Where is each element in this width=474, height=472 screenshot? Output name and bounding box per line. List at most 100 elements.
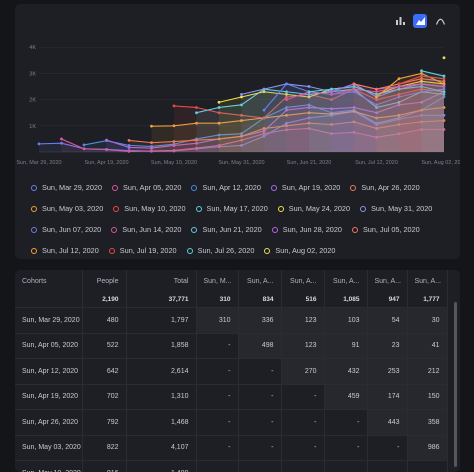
data-point <box>127 138 131 142</box>
data-point <box>420 87 423 91</box>
legend-item[interactable]: Sun, Mar 29, 2020 <box>31 180 102 195</box>
legend-swatch <box>277 205 284 212</box>
legend-item[interactable]: Sun, May 31, 2020 <box>360 201 432 216</box>
series-area-18 <box>421 70 444 152</box>
legend-item[interactable]: Sun, Jul 26, 2020 <box>186 243 254 258</box>
table-cell: 816 <box>82 460 127 472</box>
data-point <box>375 98 378 102</box>
data-point <box>262 116 266 120</box>
table-cell: - <box>196 333 239 359</box>
table-cell: 443 <box>367 409 408 436</box>
table-row[interactable]: Sun, Apr 26, 2020 792 1,468- - - -443 358 <box>15 409 448 436</box>
data-point <box>217 106 221 109</box>
legend-label: Sun, Apr 12, 2020 <box>202 183 261 192</box>
data-point <box>442 85 446 88</box>
data-point <box>375 121 378 125</box>
legend-item[interactable]: Sun, Apr 26, 2020 <box>350 180 420 195</box>
data-point <box>285 124 288 128</box>
table-cell: - <box>281 460 325 472</box>
legend-item[interactable]: Sun, Jul 05, 2020 <box>351 222 420 237</box>
legend-item[interactable]: Sun, Jun 21, 2020 <box>191 222 262 237</box>
data-point <box>105 138 108 142</box>
legend-item[interactable]: Sun, Apr 19, 2020 <box>270 180 341 195</box>
series-area-1 <box>39 111 444 152</box>
table-cell: 336 <box>238 307 282 334</box>
data-point <box>150 141 153 145</box>
legend-label: Sun, Jun 07, 2020 <box>42 225 102 234</box>
legend-label: Sun, May 10, 2020 <box>124 204 186 213</box>
bar-chart-icon[interactable] <box>393 14 407 28</box>
totals-cell: 834 <box>238 292 282 308</box>
data-point <box>420 72 423 75</box>
data-point <box>397 87 401 91</box>
legend-item[interactable]: Sun, Jun 07, 2020 <box>31 222 101 237</box>
table-cell: 103 <box>324 307 368 334</box>
data-point <box>375 95 378 99</box>
series-line-6 <box>151 106 445 127</box>
legend-swatch <box>271 226 278 233</box>
legend-item[interactable]: Sun, Apr 12, 2020 <box>191 180 261 195</box>
series-area-6 <box>151 107 444 152</box>
legend-label: Sun, May 24, 2020 <box>288 204 351 213</box>
legend-item[interactable]: Sun, Apr 05, 2020 <box>112 180 181 195</box>
data-point <box>375 116 378 120</box>
totals-cell: 947 <box>367 292 408 308</box>
column-header[interactable]: People <box>82 270 127 292</box>
data-point <box>330 90 333 94</box>
table-row[interactable]: Sun, Apr 05, 2020 522 1,858-498 123 91 23 41 <box>15 333 448 359</box>
table-row[interactable]: Sun, Apr 19, 2020 702 1,310- - -459 174 150 <box>15 384 448 410</box>
data-point <box>172 149 176 152</box>
data-point <box>420 85 423 88</box>
legend-item[interactable]: Sun, Jun 28, 2020 <box>271 222 342 237</box>
x-tick-label: Sun, May 31, 2020 <box>218 160 264 166</box>
data-point <box>262 127 266 130</box>
cohort-area-chart: 1K 2K 3K 4K Sun, Mar 29, 2020 Sun, Apr 19, 20… <box>16 45 460 166</box>
table-row[interactable]: Sun, Mar 29, 2020 480 1,797 310 336 123 103 54 3… <box>15 307 448 334</box>
data-point <box>307 106 311 109</box>
data-point <box>420 74 423 78</box>
column-header[interactable]: Sun, A... <box>324 270 368 292</box>
legend-item[interactable]: Sun, Jun 14, 2020 <box>111 222 181 237</box>
column-header[interactable]: Sun, A... <box>367 270 408 292</box>
legend-label: Sun, Apr 19, 2020 <box>281 183 341 192</box>
data-point <box>307 85 311 88</box>
legend-item[interactable]: Sun, May 17, 2020 <box>195 201 268 216</box>
series-area-17 <box>399 76 444 152</box>
legend-swatch <box>195 205 202 212</box>
table-row[interactable]: Sun, May 10, 20208161,489------ <box>15 460 448 472</box>
legend-item[interactable]: Sun, May 03, 2020 <box>31 201 103 216</box>
column-header[interactable]: Sun, M... <box>196 270 239 292</box>
data-point <box>262 129 266 133</box>
series-line-2 <box>61 127 444 152</box>
column-header[interactable]: Sun, A... <box>407 270 448 292</box>
cohort-cell: Sun, Apr 26, 2020 <box>15 409 83 436</box>
table-cell: 702 <box>82 384 127 410</box>
legend-item[interactable]: Sun, Aug 02, 2020 <box>264 243 335 258</box>
column-header[interactable]: Sun, A... <box>281 270 325 292</box>
legend-item[interactable]: Sun, May 10, 2020 <box>113 201 186 216</box>
table-row[interactable]: Sun, May 03, 2020 822 4,107- - - - -986 <box>15 435 448 461</box>
data-point <box>397 82 401 86</box>
data-point <box>150 149 153 153</box>
data-point <box>240 132 243 136</box>
data-point <box>262 90 266 94</box>
column-header[interactable]: Cohorts <box>15 270 83 292</box>
column-header[interactable]: Total <box>126 270 197 292</box>
legend-item[interactable]: Sun, Jul 12, 2020 <box>31 243 99 258</box>
area-chart-icon[interactable] <box>413 14 427 28</box>
legend-label: Sun, Aug 02, 2020 <box>275 246 336 255</box>
line-chart-icon[interactable] <box>433 14 447 28</box>
data-point <box>285 98 288 102</box>
series-area-5 <box>129 120 444 152</box>
legend-item[interactable]: Sun, May 24, 2020 <box>277 201 351 216</box>
legend-swatch <box>31 205 37 212</box>
x-tick-label: Sun, Jul 12, 2020 <box>355 160 398 166</box>
table-row[interactable]: Sun, Apr 12, 2020 642 2,614- -270 432 253 212 <box>15 358 448 385</box>
table-scrollbar[interactable] <box>454 302 457 467</box>
table-cell: - <box>238 460 282 472</box>
data-point <box>375 92 378 96</box>
column-header[interactable]: Sun, A... <box>238 270 282 292</box>
data-point <box>307 90 311 94</box>
data-point <box>217 121 221 125</box>
legend-item[interactable]: Sun, Jul 19, 2020 <box>108 243 177 258</box>
